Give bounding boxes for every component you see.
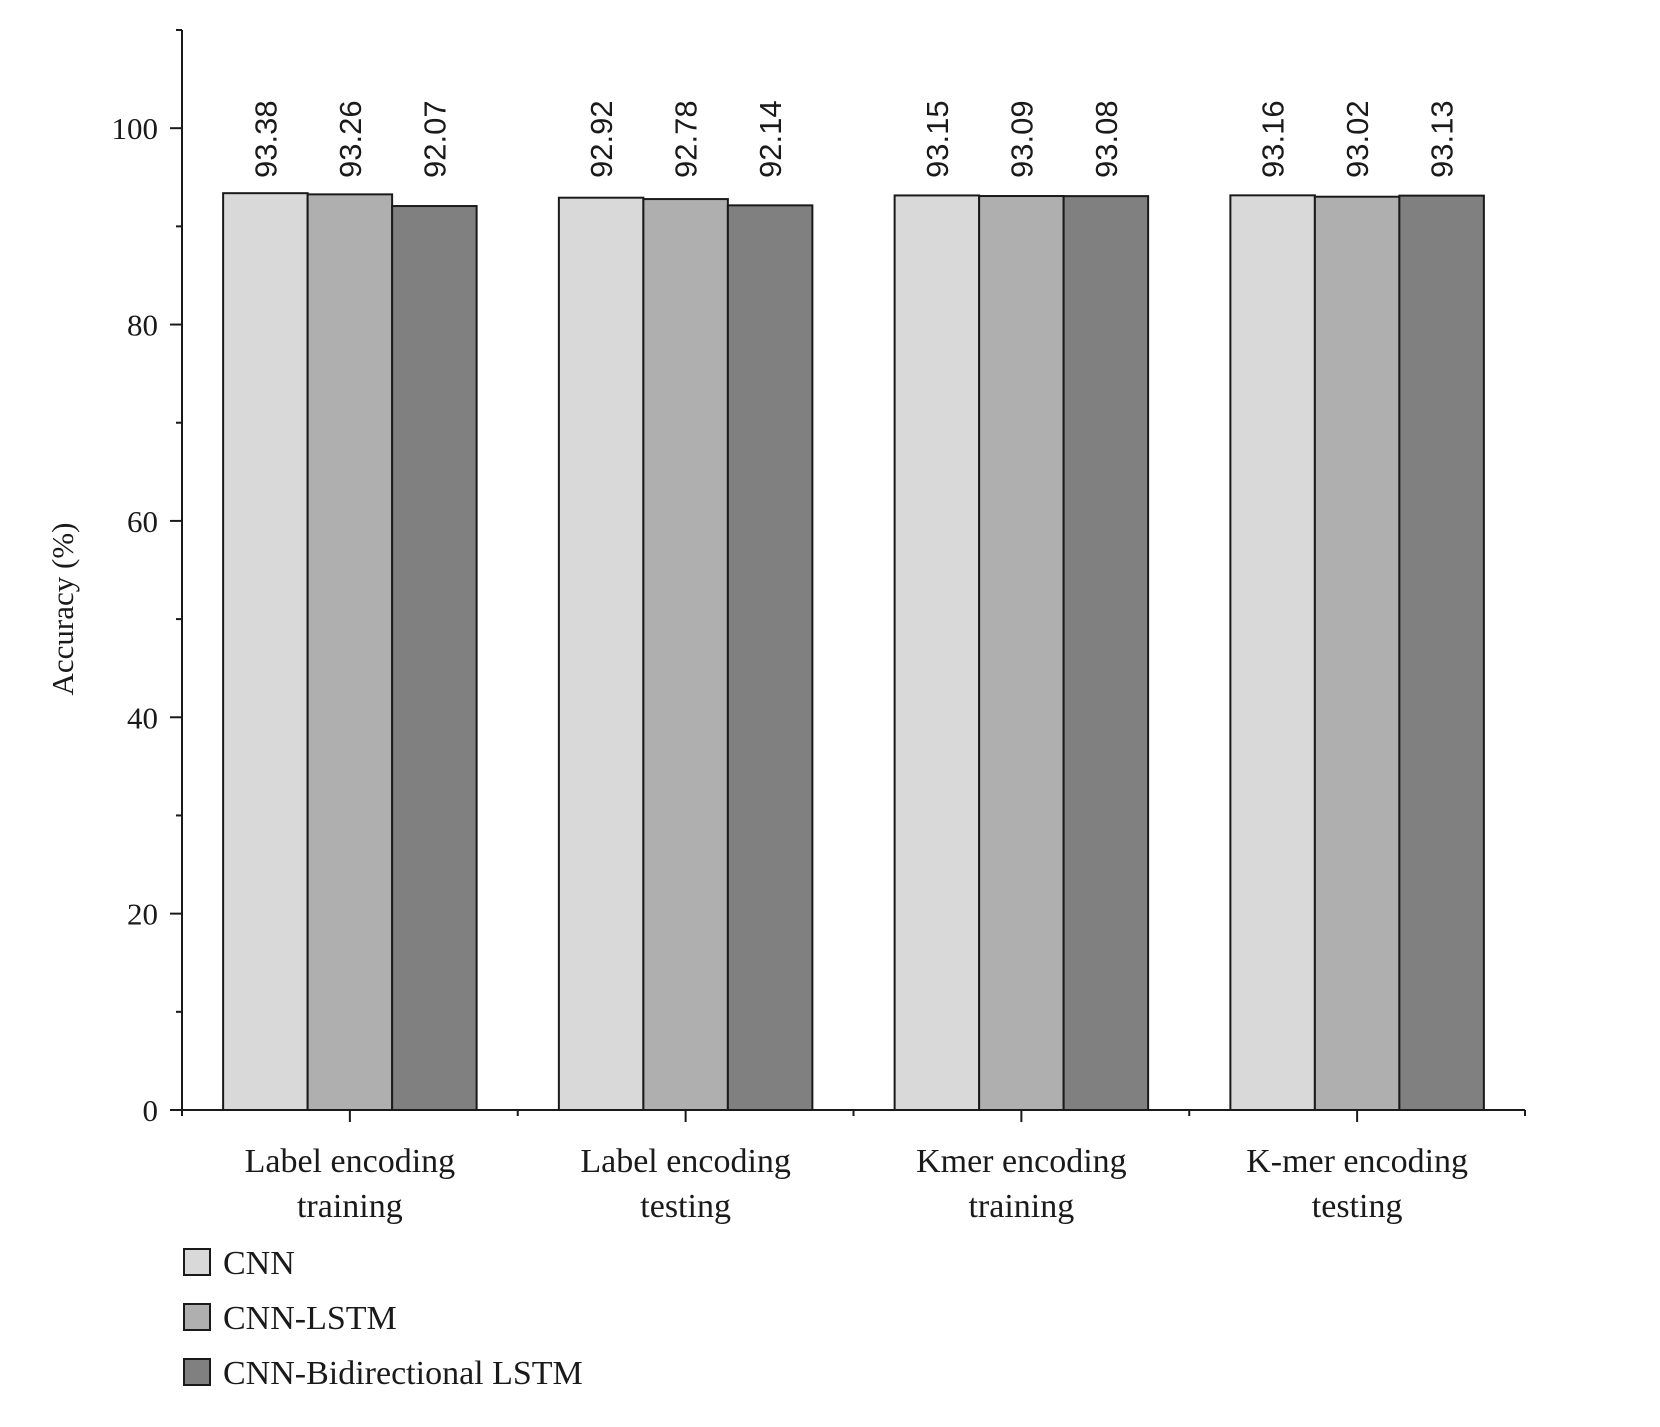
data-label: 92.92 — [584, 100, 619, 178]
y-tick-label: 40 — [127, 700, 158, 735]
bar — [726, 204, 814, 1111]
x-category-label: training — [297, 1188, 403, 1225]
x-category-label: Label encoding — [580, 1143, 791, 1180]
data-label: 93.15 — [920, 100, 955, 178]
axes: 0 20 40 60 80 100 — [112, 29, 1526, 1128]
bar — [1229, 194, 1316, 1111]
data-label: 93.13 — [1425, 100, 1460, 178]
legend-label: CNN-LSTM — [223, 1300, 397, 1337]
x-category-label: testing — [1312, 1188, 1403, 1225]
category-labels: Label encoding training Label encoding test… — [245, 1143, 1468, 1225]
legend-label: CNN — [223, 1245, 295, 1282]
legend-swatch — [183, 1358, 211, 1386]
bar — [1062, 195, 1150, 1111]
data-label: 93.09 — [1004, 100, 1039, 178]
bar — [642, 198, 729, 1111]
data-label: 92.07 — [417, 100, 452, 178]
bar — [1398, 194, 1485, 1111]
bar — [222, 192, 309, 1112]
y-axis-title: Accuracy (%) — [45, 523, 80, 696]
x-category-label: testing — [640, 1188, 731, 1225]
y-tick-label: 0 — [143, 1093, 159, 1128]
y-tick-label: 20 — [127, 897, 158, 932]
y-tick-label: 80 — [127, 308, 158, 343]
data-label: 92.78 — [669, 100, 704, 178]
data-label: 93.08 — [1089, 100, 1124, 178]
bar — [893, 194, 981, 1112]
x-category-label: K-mer encoding — [1246, 1143, 1468, 1180]
legend-swatch — [183, 1248, 211, 1276]
bar — [391, 205, 478, 1112]
bar — [1313, 195, 1401, 1112]
data-labels-layer: 93.38 93.26 92.07 92.92 92.78 92.14 93.15 93.09… — [248, 100, 1459, 178]
data-label: 93.38 — [248, 100, 283, 178]
data-label: 93.02 — [1340, 100, 1375, 178]
data-label: 92.14 — [753, 100, 788, 178]
x-category-label: Label encoding — [245, 1143, 456, 1180]
bar — [557, 196, 645, 1112]
x-ticks — [181, 1110, 1526, 1122]
bar — [306, 193, 394, 1111]
y-tick-label: 60 — [127, 504, 158, 539]
bar — [978, 195, 1065, 1111]
legend-label: CNN-Bidirectional LSTM — [223, 1355, 583, 1392]
bars-layer — [222, 192, 1485, 1112]
x-category-label: training — [968, 1188, 1074, 1225]
y-ticks: 0 20 40 60 80 100 — [112, 29, 182, 1128]
legend: CNN CNN-LSTM CNN-Bidirectional LSTM — [183, 1245, 583, 1392]
x-category-label: Kmer encoding — [916, 1143, 1127, 1180]
legend-swatch — [183, 1303, 211, 1331]
y-tick-label: 100 — [112, 111, 159, 146]
data-label: 93.26 — [333, 100, 368, 178]
data-label: 93.16 — [1256, 100, 1291, 178]
